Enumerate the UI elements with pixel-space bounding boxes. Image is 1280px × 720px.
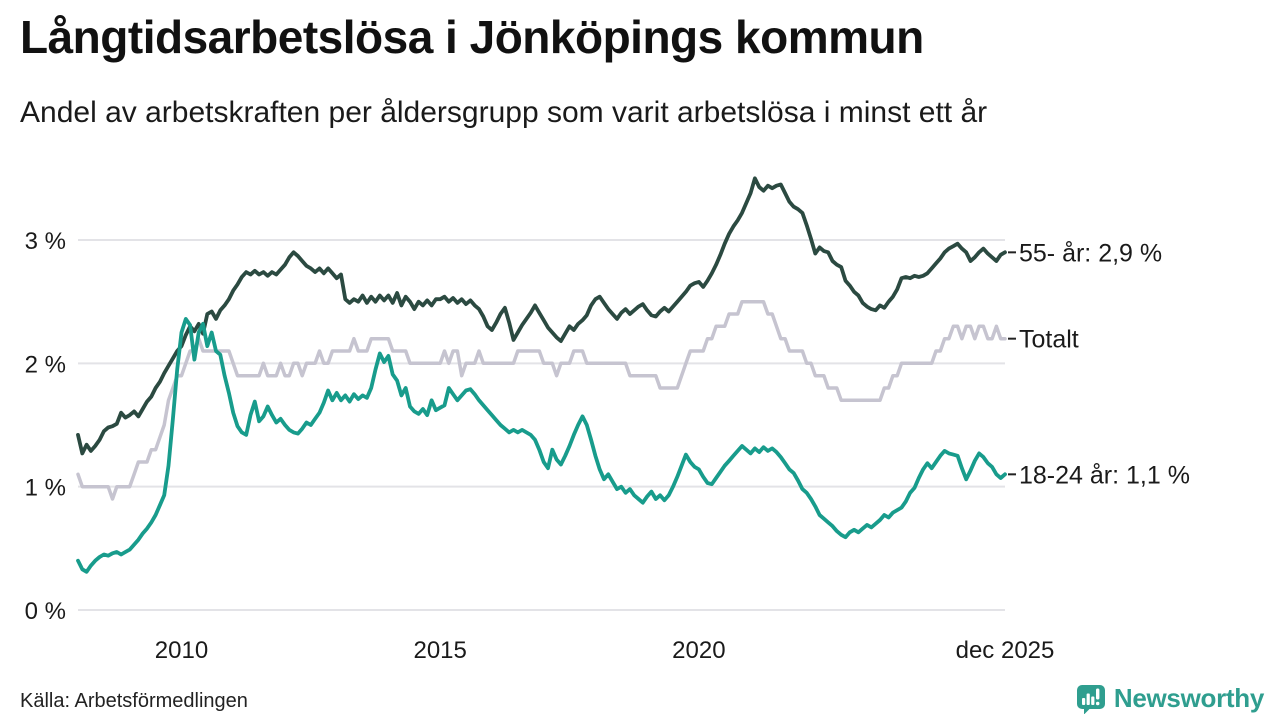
x-axis-label: 2015 [413,637,466,664]
page-subtitle: Andel av arbetskraften per åldersgrupp s… [20,96,988,129]
x-axis-label: dec 2025 [956,637,1055,664]
series-end-label: 55- år: 2,9 % [1019,239,1162,267]
exclamation-dot [1095,701,1100,705]
speech-bubble-shape [1076,684,1105,714]
series-line-55--år [76,176,1007,456]
logo-bars [1081,688,1100,705]
x-axis-label: 2010 [155,637,208,664]
page-title: Långtidsarbetslösa i Jönköpings kommun [20,11,924,63]
newsworthy-wordmark: Newsworthy [1113,683,1264,713]
bar-chart-speech-bubble-icon [1076,684,1105,714]
series-line-totalt [76,299,1007,501]
exclamation-bar [1095,688,1100,699]
y-axis-label: 0 % [25,598,66,625]
x-axis-label: 2020 [672,637,725,664]
y-axis-label: 1 % [25,475,66,502]
newsworthy-logo[interactable]: Newsworthy [1076,683,1264,714]
source-note: Källa: Arbetsförmedlingen [20,690,248,712]
y-axis-label: 2 % [25,351,66,378]
series-line-18-24-år [76,316,1007,574]
y-axis-label: 3 % [25,228,66,255]
series-end-label: 18-24 år: 1,1 % [1019,461,1190,489]
series-end-label: Totalt [1019,326,1079,354]
